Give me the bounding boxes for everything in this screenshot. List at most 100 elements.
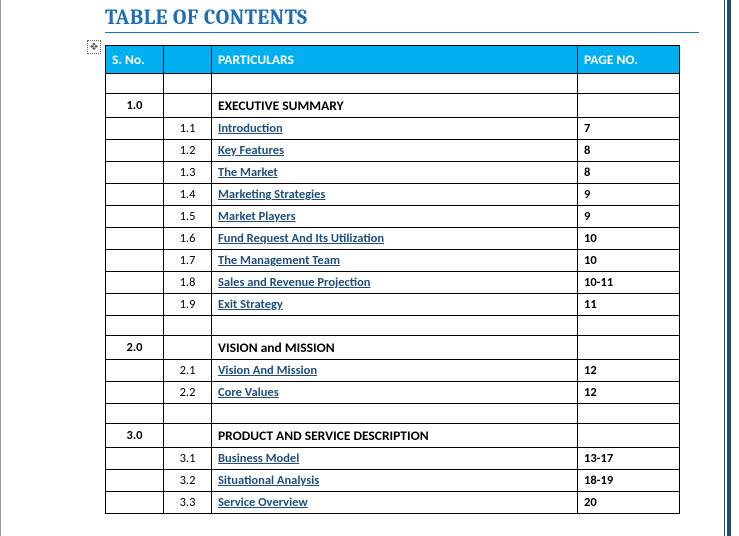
toc-link[interactable]: Core Values [218, 385, 279, 400]
sub-cell: 3.1 [164, 448, 212, 470]
sub-cell: 3.3 [164, 492, 212, 514]
sno-cell [106, 272, 164, 294]
table-header-row: S. No. PARTICULARS PAGE NO. [106, 46, 680, 74]
toc-link[interactable]: Market Players [218, 209, 296, 224]
section-title-cell: VISION and MISSION [212, 336, 578, 360]
col-header-sno: S. No. [106, 46, 164, 74]
particulars-cell: Sales and Revenue Projection [212, 272, 578, 294]
page-cell: 9 [578, 206, 680, 228]
empty-cell [212, 404, 578, 424]
particulars-cell: Fund Request And Its Utilization [212, 228, 578, 250]
toc-link[interactable]: Introduction [218, 121, 283, 136]
sub-cell [164, 336, 212, 360]
particulars-cell: Market Players [212, 206, 578, 228]
toc-table: S. No. PARTICULARS PAGE NO. 1.0EXECUTIVE… [105, 45, 680, 514]
empty-cell [106, 316, 164, 336]
particulars-cell: The Management Team [212, 250, 578, 272]
particulars-cell: Introduction [212, 118, 578, 140]
table-row [106, 404, 680, 424]
sub-cell: 1.3 [164, 162, 212, 184]
page-cell: 10 [578, 250, 680, 272]
toc-link[interactable]: Marketing Strategies [218, 187, 325, 202]
toc-link[interactable]: Service Overview [218, 495, 308, 510]
table-row: 3.3Service Overview20 [106, 492, 680, 514]
page-cell: 10 [578, 228, 680, 250]
particulars-cell: Business Model [212, 448, 578, 470]
particulars-cell: Vision And Mission [212, 360, 578, 382]
sno-cell [106, 140, 164, 162]
table-row: 3.2Situational Analysis18-19 [106, 470, 680, 492]
sno-cell [106, 250, 164, 272]
toc-link[interactable]: Key Features [218, 143, 284, 158]
table-row: 2.0 VISION and MISSION [106, 336, 680, 360]
toc-link[interactable]: Situational Analysis [218, 473, 319, 488]
table-row: 3.0 PRODUCT AND SERVICE DESCRIPTION [106, 424, 680, 448]
page-cell: 10-11 [578, 272, 680, 294]
sub-cell: 1.7 [164, 250, 212, 272]
sno-cell [106, 184, 164, 206]
content-area: TABLE OF CONTENTS ✥ S. No. PARTICULARS P… [9, 0, 739, 514]
toc-link[interactable]: Business Model [218, 451, 299, 466]
sub-cell: 1.2 [164, 140, 212, 162]
particulars-cell: Core Values [212, 382, 578, 404]
page-cell: 7 [578, 118, 680, 140]
particulars-cell: Marketing Strategies [212, 184, 578, 206]
sub-cell: 1.9 [164, 294, 212, 316]
sub-cell [164, 424, 212, 448]
section-title-cell: PRODUCT AND SERVICE DESCRIPTION [212, 424, 578, 448]
page-cell: 12 [578, 382, 680, 404]
table-row: 2.2 Core Values 12 [106, 382, 680, 404]
page-cell: 11 [578, 294, 680, 316]
toc-link[interactable]: The Market [218, 165, 278, 180]
particulars-cell: The Market [212, 162, 578, 184]
toc-link[interactable]: Sales and Revenue Projection [218, 275, 371, 290]
sub-cell: 1.8 [164, 272, 212, 294]
table-row: 1.3 The Market 8 [106, 162, 680, 184]
empty-cell [164, 74, 212, 94]
page-cell: 9 [578, 184, 680, 206]
table-anchor-icon: ✥ [87, 40, 101, 54]
sub-cell [164, 94, 212, 118]
empty-cell [578, 74, 680, 94]
table-row: 1.0EXECUTIVE SUMMARY [106, 94, 680, 118]
table-row: 1.4 Marketing Strategies 9 [106, 184, 680, 206]
page-title: TABLE OF CONTENTS [105, 6, 699, 33]
page-cell: 8 [578, 162, 680, 184]
page-cell [578, 94, 680, 118]
sub-cell: 3.2 [164, 470, 212, 492]
sno-cell: 2.0 [106, 336, 164, 360]
right-rule-inner [724, 0, 725, 536]
sub-cell: 2.2 [164, 382, 212, 404]
toc-link[interactable]: Fund Request And Its Utilization [218, 231, 384, 246]
particulars-cell: Service Overview [212, 492, 578, 514]
page-cell: 12 [578, 360, 680, 382]
table-row: 1.2 Key Features 8 [106, 140, 680, 162]
empty-cell [212, 316, 578, 336]
sno-cell: 3.0 [106, 424, 164, 448]
page-cell: 8 [578, 140, 680, 162]
table-row: 1.5Market Players9 [106, 206, 680, 228]
table-row: 3.1Business Model13-17 [106, 448, 680, 470]
sno-cell [106, 360, 164, 382]
col-header-page: PAGE NO. [578, 46, 680, 74]
toc-link[interactable]: The Management Team [218, 253, 340, 268]
sno-cell [106, 382, 164, 404]
sno-cell [106, 206, 164, 228]
particulars-cell: Key Features [212, 140, 578, 162]
sno-cell [106, 294, 164, 316]
table-row: 1.1Introduction7 [106, 118, 680, 140]
sno-cell [106, 228, 164, 250]
table-row: 1.6Fund Request And Its Utilization10 [106, 228, 680, 250]
empty-cell [164, 404, 212, 424]
sub-cell: 1.4 [164, 184, 212, 206]
sno-cell [106, 492, 164, 514]
sno-cell [106, 448, 164, 470]
sub-cell: 2.1 [164, 360, 212, 382]
toc-link[interactable]: Vision And Mission [218, 363, 317, 378]
table-row [106, 74, 680, 94]
table-row: 1.8 Sales and Revenue Projection 10-11 [106, 272, 680, 294]
toc-link[interactable]: Exit Strategy [218, 297, 283, 312]
page-cell [578, 424, 680, 448]
col-header-particulars: PARTICULARS [212, 46, 578, 74]
section-title-cell: EXECUTIVE SUMMARY [212, 94, 578, 118]
